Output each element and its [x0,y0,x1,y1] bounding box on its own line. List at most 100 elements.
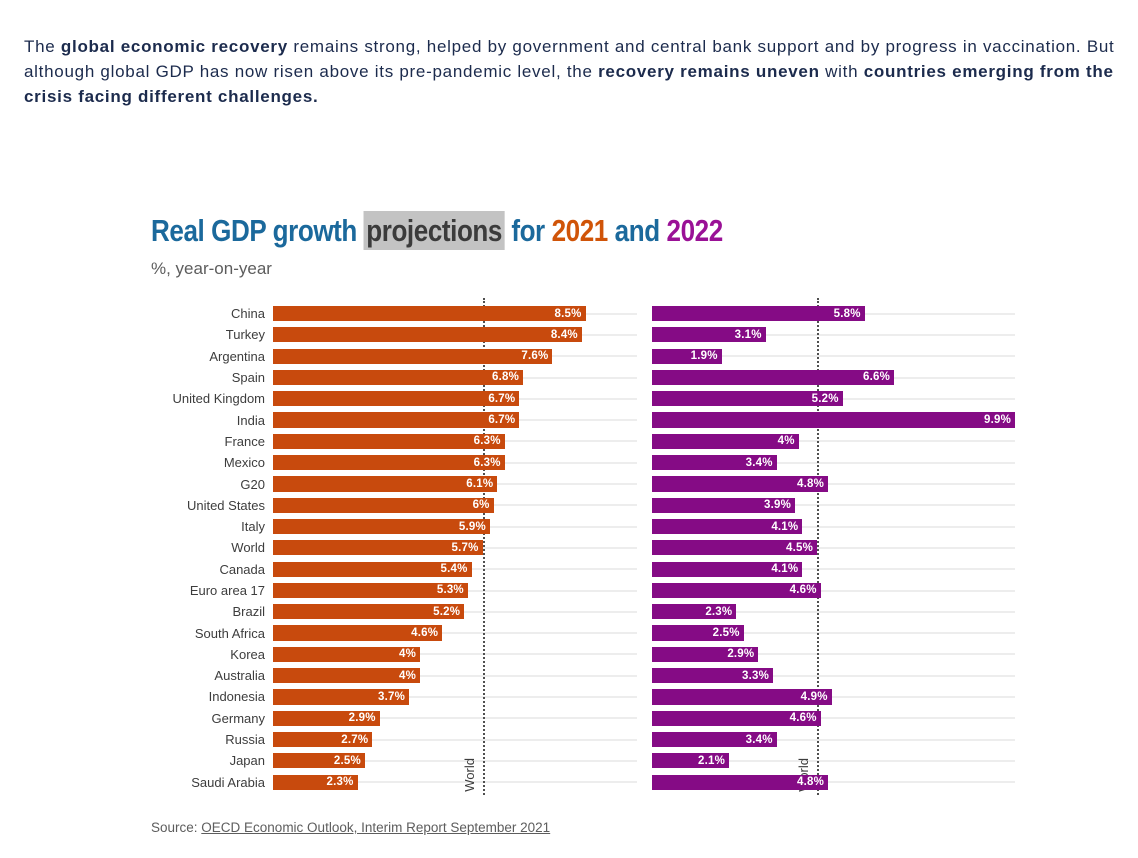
chart-body: China 8.5% 5.8% Turkey 8.4% 3.1% Argentina 7.6%… [151,298,1015,795]
bar-value: 2.3% [705,605,733,618]
bar-2021: 6.7% [273,391,520,407]
bar-value: 2.7% [341,733,369,746]
bar-2021: 5.2% [273,604,465,620]
bar-value: 2.5% [712,627,740,640]
title-part: Real GDP growth [151,213,364,248]
bar-value: 5.9% [458,520,486,533]
bar-value: 6.3% [473,435,501,448]
track-2022: 5.2% [652,388,1015,409]
category-label: Germany [211,710,265,726]
intro-line: although global GDP has now risen above … [24,59,1138,84]
source-line: Source: OECD Economic Outlook, Interim R… [151,820,550,835]
track-2021: 2.3% [273,772,637,793]
bar-value: 5.3% [436,584,464,597]
category-label: Canada [219,561,265,577]
track-2022: 5.8% [652,303,1015,324]
bar-2021: 6.7% [273,412,520,428]
title-part: 2021 [551,213,609,248]
chart-row: Japan 2.5% 2.1% [151,750,1015,771]
bar-2021: 6.1% [273,476,498,492]
category-label: Japan [229,753,265,769]
bar-2022: 4.9% [652,689,832,705]
chart-section: Real GDP growth projections for 2021 and… [151,211,1021,795]
bar-2022: 5.2% [652,391,843,407]
bar-2021: 5.7% [273,540,483,556]
chart-row: United States 6% 3.9% [151,495,1015,516]
chart-row: G20 6.1% 4.8% [151,473,1015,494]
chart-row: Argentina 7.6% 1.9% [151,346,1015,367]
track-2021: 2.5% [273,750,637,771]
chart-row: Canada 5.4% 4.1% [151,559,1015,580]
intro-line: The global economic recovery remains str… [24,34,1138,59]
title-part: 2022 [666,213,724,248]
intro-text: with [819,62,864,81]
track-2022: 2.3% [652,601,1015,622]
track-2022: 4.8% [652,473,1015,494]
track-2021: 4% [273,665,637,686]
bar-value: 4.8% [796,776,824,789]
bar-value: 2.9% [348,712,376,725]
bar-2022: 3.4% [652,455,777,471]
track-2021: 6.3% [273,431,637,452]
chart-row: Euro area 17 5.3% 4.6% [151,580,1015,601]
chart-row: Indonesia 3.7% 4.9% [151,686,1015,707]
bar-value: 5.8% [833,307,861,320]
chart-row: France 6.3% 4% [151,431,1015,452]
bar-2021: 4.6% [273,625,443,641]
track-2021: 7.6% [273,346,637,367]
intro-line: crisis facing different challenges. [24,84,1138,109]
bar-2021: 6% [273,497,494,513]
bar-2022: 4.8% [652,476,828,492]
bar-value: 2.1% [697,754,725,767]
bar-2022: 2.3% [652,604,737,620]
chart-row: World 5.7% 4.5% [151,537,1015,558]
bar-value: 6.7% [488,414,516,427]
bar-2021: 5.4% [273,561,472,577]
source-link[interactable]: OECD Economic Outlook, Interim Report Se… [201,820,551,835]
chart-row: China 8.5% 5.8% [151,303,1015,324]
track-2021: 8.4% [273,324,637,345]
bar-value: 6% [472,499,490,512]
bar-2022: 4.8% [652,774,828,790]
intro-bold-text: crisis facing different challenges. [24,87,319,106]
title-highlighted-word: projections [363,211,505,250]
bar-value: 5.2% [433,605,461,618]
bar-2021: 2.9% [273,710,380,726]
track-2021: 5.3% [273,580,637,601]
track-2021: 5.4% [273,559,637,580]
world-reference-line [817,298,819,795]
bar-2022: 6.6% [652,369,894,386]
track-2021: 6% [273,495,637,516]
category-label: United Kingdom [172,391,266,407]
category-label: China [231,306,265,322]
chart-row: Mexico 6.3% 3.4% [151,452,1015,473]
bar-value: 5.7% [451,541,479,554]
bar-2022: 2.5% [652,625,744,641]
bar-value: 6.6% [862,371,890,384]
bar-value: 4% [399,669,417,682]
bar-2022: 4.5% [652,540,817,556]
bar-value: 6.3% [473,456,501,469]
bar-2022: 1.9% [652,348,722,364]
bar-value: 8.5% [554,307,582,320]
chart-row: Germany 2.9% 4.6% [151,708,1015,729]
track-2021: 6.3% [273,452,637,473]
category-label: Spain [231,370,265,386]
bar-value: 6.8% [492,371,520,384]
bar-value: 4.5% [785,541,813,554]
bar-value: 6.1% [466,477,494,490]
bar-2021: 5.9% [273,518,490,535]
title-part: and [607,213,667,248]
track-2022: 4.5% [652,537,1015,558]
track-2021: 8.5% [273,303,637,324]
category-label: United States [186,497,265,513]
track-2022: 4.8% [652,772,1015,793]
category-label: World [231,540,265,556]
category-label: Mexico [223,455,265,471]
bar-value: 3.4% [745,733,773,746]
track-2022: 4.6% [652,580,1015,601]
track-2021: 5.7% [273,537,637,558]
chart-row: Russia 2.7% 3.4% [151,729,1015,750]
category-label: Italy [241,519,265,535]
bar-value: 2.9% [727,648,755,661]
